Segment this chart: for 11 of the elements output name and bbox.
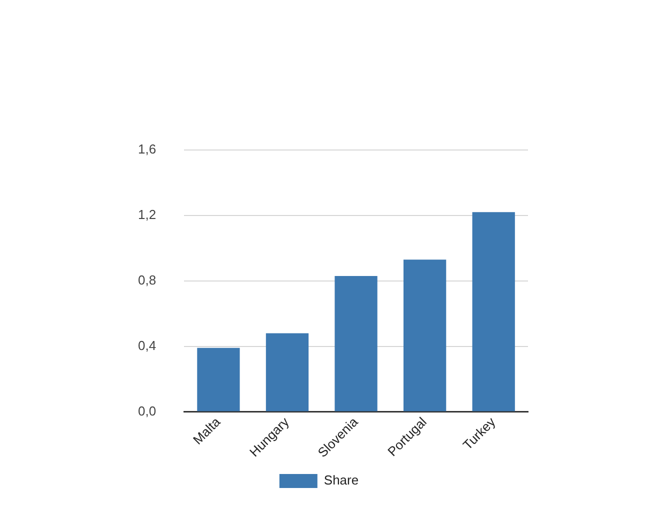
bar (197, 348, 240, 412)
y-tick-label: 0,4 (138, 338, 156, 353)
bar (334, 276, 378, 412)
y-tick-label: 1,6 (138, 142, 156, 157)
bar (404, 260, 446, 412)
bar (472, 212, 515, 412)
y-tick-label: 1,2 (138, 207, 156, 222)
bar (266, 333, 309, 412)
legend-label: Share (324, 472, 359, 488)
y-tick-label: 0,8 (138, 272, 156, 288)
y-tick-label: 0,0 (138, 403, 156, 418)
